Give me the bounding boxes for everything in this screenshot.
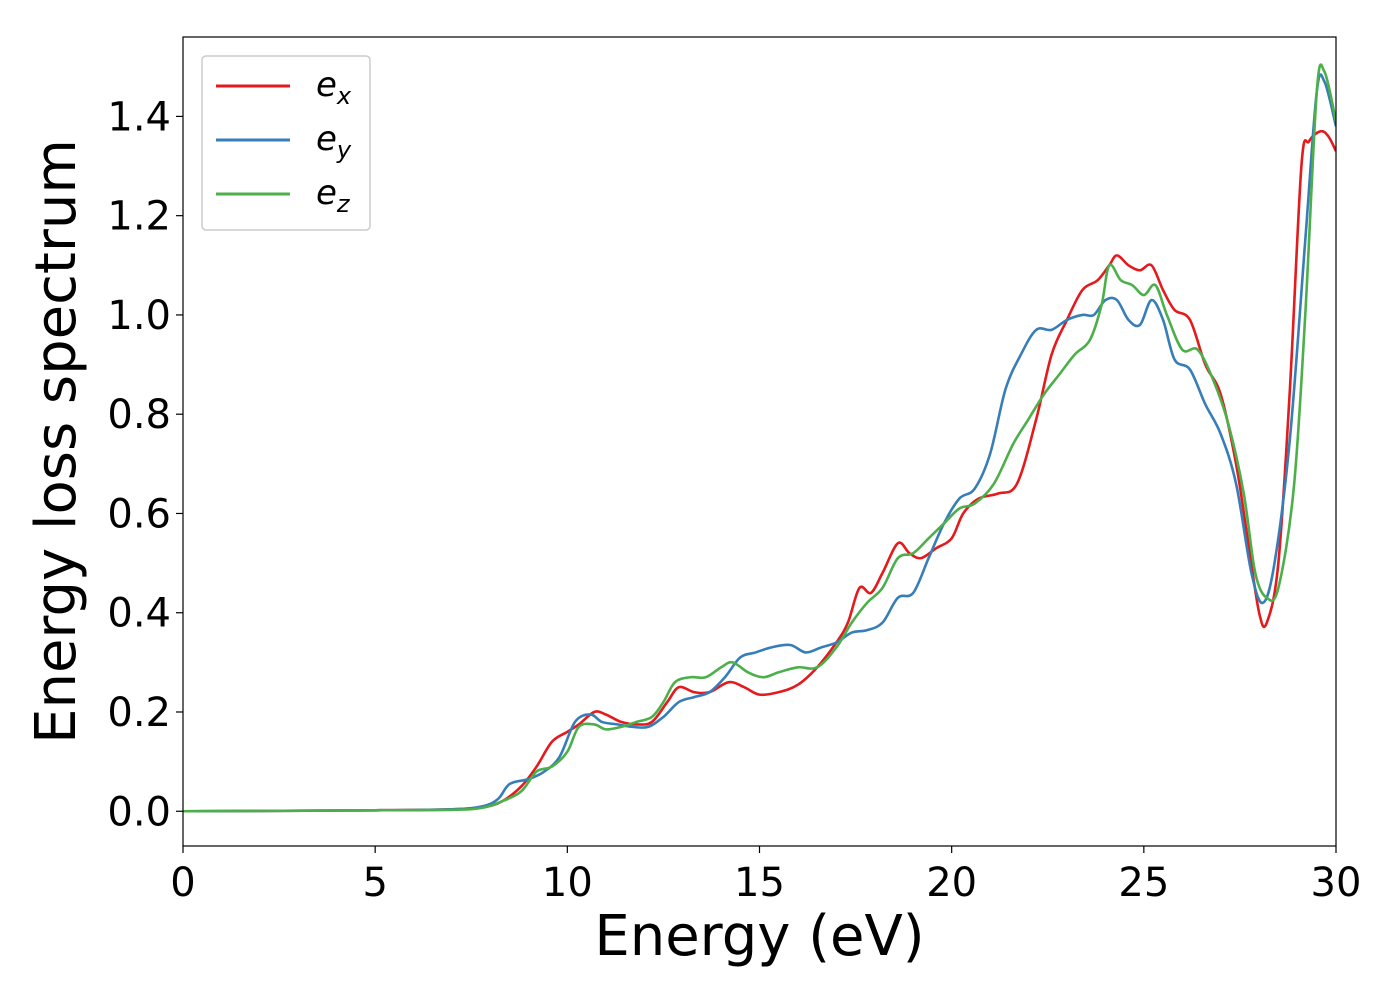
y-tick-label: 0.8 xyxy=(107,392,171,438)
legend-entries: ex ey ez xyxy=(216,65,352,218)
y-tick-label: 1.2 xyxy=(107,194,171,240)
x-tick-label: 20 xyxy=(926,860,977,906)
x-tick-label: 5 xyxy=(362,860,387,906)
legend-box xyxy=(201,55,371,231)
y-axis: 0.0 0.2 0.4 0.6 0.8 1.0 1.2 1.4 xyxy=(107,94,183,835)
series-line-e-y xyxy=(183,73,1336,813)
x-tick-label: 30 xyxy=(1311,860,1362,906)
legend-label-e-z: ez xyxy=(316,173,351,218)
y-tick-label: 0.2 xyxy=(107,690,171,736)
series-layer xyxy=(183,63,1336,813)
y-tick-label: 0.0 xyxy=(107,789,171,835)
x-tick-label: 0 xyxy=(170,860,195,906)
legend: ex ey ez xyxy=(201,55,371,231)
x-axis-label: Energy (eV) xyxy=(594,904,924,969)
y-tick-label: 0.6 xyxy=(107,491,171,537)
y-tick-label: 1.4 xyxy=(107,94,171,140)
x-tick-label: 15 xyxy=(734,860,785,906)
legend-label-e-y: ey xyxy=(316,119,352,164)
y-tick-label: 0.4 xyxy=(107,591,171,637)
x-tick-label: 10 xyxy=(542,860,593,906)
series-line-e-z xyxy=(183,63,1336,813)
x-axis: 0 5 10 15 20 25 30 xyxy=(170,846,1361,906)
y-axis-label: Energy loss spectrum xyxy=(24,139,89,744)
legend-label-e-x: ex xyxy=(316,65,352,110)
x-tick-label: 25 xyxy=(1118,860,1169,906)
y-tick-label: 1.0 xyxy=(107,293,171,339)
